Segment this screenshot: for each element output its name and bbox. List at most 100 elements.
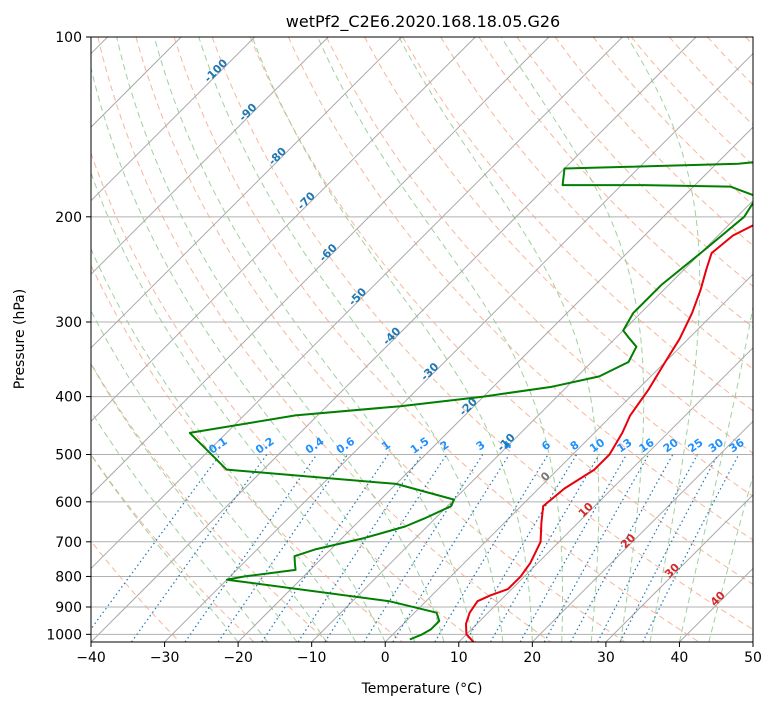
moist-adiabat bbox=[91, 247, 357, 642]
dewpoint-line bbox=[188, 161, 753, 641]
mixing-ratio-line bbox=[363, 454, 484, 642]
x-tick-label: 10 bbox=[450, 650, 468, 666]
isotherm-line bbox=[91, 37, 256, 202]
dry-adiabat bbox=[326, 37, 753, 497]
dry-adiabat bbox=[364, 37, 753, 454]
chart-title: wetPf2_C2E6.2020.168.18.05.G26 bbox=[286, 12, 560, 32]
y-tick-label: 400 bbox=[55, 390, 82, 406]
background-lines bbox=[91, 37, 753, 642]
isotherm-line bbox=[605, 494, 753, 642]
plot-frame bbox=[90, 36, 754, 643]
mixing-ratio-line bbox=[217, 454, 349, 642]
isotherm-line bbox=[164, 52, 753, 642]
mixing-ratio-label: 0.2 bbox=[253, 435, 276, 457]
dry-adiabat bbox=[135, 37, 626, 642]
mixing-ratio-label: 10 bbox=[587, 436, 607, 456]
moist-adiabat bbox=[708, 474, 753, 642]
dry-adiabat bbox=[592, 37, 753, 206]
x-tick-label: −10 bbox=[297, 650, 327, 666]
isotherm-label: -70 bbox=[295, 189, 318, 212]
mixing-ratio-line bbox=[489, 454, 600, 642]
moist-adiabat bbox=[91, 363, 298, 642]
isotherm-line bbox=[384, 273, 753, 642]
mixing-ratio-label: 0.6 bbox=[334, 435, 358, 457]
y-tick-label: 1000 bbox=[46, 627, 82, 643]
x-tick-label: −20 bbox=[223, 650, 253, 666]
mixing-ratio-line bbox=[642, 454, 740, 642]
y-tick-label: 900 bbox=[55, 600, 82, 616]
dry-adiabat bbox=[707, 37, 753, 86]
dry-adiabat bbox=[97, 37, 551, 642]
dry-adiabat bbox=[669, 37, 753, 126]
x-tick-label: 40 bbox=[670, 650, 688, 666]
isotherm-line bbox=[91, 37, 329, 275]
x-tick-label: 0 bbox=[381, 650, 390, 666]
x-tick-label: −30 bbox=[150, 650, 180, 666]
mixing-ratio-line bbox=[434, 454, 549, 642]
y-tick-label: 500 bbox=[55, 448, 82, 464]
y-tick-label: 100 bbox=[55, 30, 82, 46]
dry-adiabat bbox=[554, 37, 753, 247]
moist-adiabat bbox=[91, 309, 327, 642]
moist-adiabat bbox=[626, 37, 701, 642]
isotherm-line bbox=[91, 37, 550, 496]
moist-adiabat bbox=[398, 37, 600, 642]
moist-adiabat bbox=[91, 410, 268, 642]
dry-adiabat bbox=[91, 264, 403, 642]
isotherm-label: -10 bbox=[495, 431, 518, 454]
y-tick-label: 300 bbox=[55, 315, 82, 331]
moist-adiabat bbox=[153, 37, 474, 642]
mixing-ratio-label: 1 bbox=[379, 438, 393, 453]
dry-adiabat bbox=[287, 37, 753, 541]
x-tick-label: 20 bbox=[523, 650, 541, 666]
isotherm-line bbox=[311, 199, 753, 642]
mixing-ratio-label: 20 bbox=[661, 436, 681, 456]
y-tick-label: 800 bbox=[55, 569, 82, 585]
dry-adiabat bbox=[173, 37, 700, 642]
mixing-ratio-line bbox=[570, 454, 674, 642]
isotherm-label: -50 bbox=[346, 285, 369, 308]
isotherm-label: -60 bbox=[317, 241, 340, 264]
isotherm-line bbox=[531, 420, 753, 642]
mixing-ratio-label: 3 bbox=[474, 438, 488, 453]
mixing-ratio-label: 6 bbox=[539, 438, 553, 453]
moist-adiabat bbox=[317, 37, 563, 642]
mixing-ratio-line bbox=[392, 454, 510, 642]
isotherm-line bbox=[91, 37, 476, 423]
moist-adiabat-label: 30 bbox=[662, 560, 682, 580]
y-tick-label: 200 bbox=[55, 210, 82, 226]
moist-adiabat bbox=[500, 37, 645, 642]
dry-adiabat bbox=[211, 37, 753, 631]
isotherm-label: -80 bbox=[266, 145, 289, 168]
mixing-ratio-label: 36 bbox=[727, 436, 747, 456]
temperature-line bbox=[465, 224, 753, 642]
isotherm-label: -100 bbox=[202, 56, 231, 85]
axes: −40 −30 −20 −10 0 10 20 30 40 5010020030040050060… bbox=[46, 30, 762, 666]
mixing-ratio-label: 25 bbox=[685, 436, 705, 455]
moist-adiabat bbox=[91, 65, 416, 642]
dry-adiabat bbox=[249, 37, 753, 585]
moist-adiabat-label: 10 bbox=[576, 500, 596, 520]
isotherm-line bbox=[752, 641, 753, 642]
mixing-ratio-label: 0.4 bbox=[303, 435, 327, 457]
y-axis-title: Pressure (hPa) bbox=[12, 289, 28, 389]
isotherm-line bbox=[458, 347, 753, 642]
isotherm-line bbox=[91, 37, 623, 570]
moist-adiabat bbox=[198, 37, 504, 642]
isotherm-line bbox=[679, 567, 753, 642]
mixing-ratio-line bbox=[324, 454, 448, 642]
dry-adiabat bbox=[440, 37, 753, 370]
moist-adiabat-label: 20 bbox=[618, 531, 638, 551]
mixing-ratio-label: 1.5 bbox=[408, 435, 431, 457]
moist-adiabat-label: 40 bbox=[708, 588, 728, 608]
dry-adiabat bbox=[478, 37, 753, 328]
isotherm-label: -30 bbox=[418, 360, 441, 383]
y-tick-label: 600 bbox=[55, 495, 82, 511]
mixing-ratio-line bbox=[261, 454, 389, 642]
dry-adiabat bbox=[745, 37, 753, 46]
x-tick-label: 30 bbox=[597, 650, 615, 666]
x-tick-label: −40 bbox=[76, 650, 106, 666]
isotherm-line bbox=[91, 37, 697, 642]
dry-adiabat bbox=[91, 151, 477, 642]
